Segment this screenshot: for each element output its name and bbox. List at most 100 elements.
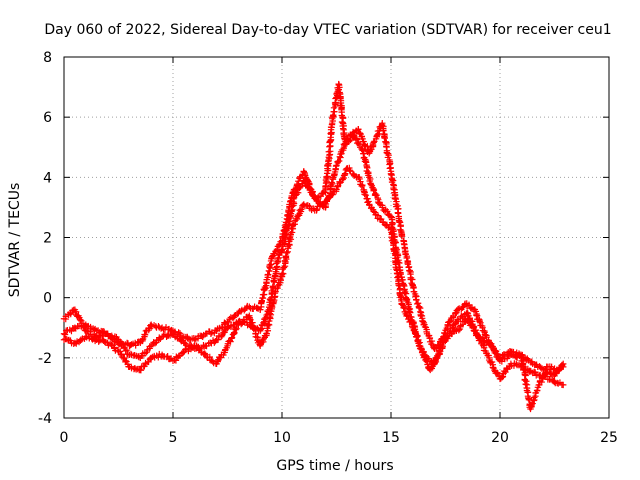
trail-mark [431, 359, 438, 367]
trail-mark [365, 198, 372, 205]
trail-mark [278, 247, 285, 254]
trail-mark [263, 279, 270, 286]
trail-mark [266, 261, 273, 269]
trail-mark [332, 162, 340, 170]
trail-mark [106, 340, 114, 347]
trail-mark [450, 328, 457, 335]
trail-mark [378, 215, 385, 223]
trail-mark [137, 367, 145, 374]
trail-mark [211, 329, 218, 337]
trail-mark [310, 205, 317, 212]
trail-mark [373, 191, 380, 199]
trail-mark [134, 365, 141, 373]
trail-mark [195, 343, 202, 351]
x-tick-label: 10 [273, 430, 291, 446]
trail-mark [452, 320, 459, 328]
trail-mark [328, 179, 335, 186]
trail-mark [465, 301, 473, 309]
x-tick-label: 15 [382, 430, 400, 446]
trail-mark [478, 322, 486, 330]
trail-mark [264, 308, 272, 315]
trail-mark [446, 318, 454, 325]
trail-mark [449, 314, 457, 321]
trail-mark [541, 370, 549, 377]
y-tick-label: -4 [38, 411, 52, 427]
trail-mark [367, 181, 375, 188]
trail-mark [408, 280, 415, 287]
trail-mark [378, 122, 386, 129]
trail-mark [262, 314, 269, 322]
trail-mark [69, 307, 76, 314]
series-track-1 [60, 80, 567, 380]
trail-mark [156, 334, 163, 341]
trail-mark [355, 126, 362, 133]
trail-mark [408, 323, 416, 330]
trail-mark [281, 257, 289, 264]
trail-mark [111, 344, 118, 351]
trail-mark [538, 365, 546, 372]
trail-mark [263, 311, 270, 319]
trail-mark [261, 283, 269, 291]
trail-mark [379, 202, 386, 209]
trail-mark [362, 192, 370, 199]
trail-mark [535, 381, 542, 389]
trail-mark [309, 192, 316, 199]
trail-mark [332, 188, 340, 195]
trail-mark [214, 336, 222, 343]
trail-mark [222, 326, 229, 333]
trail-mark [491, 349, 499, 357]
trail-mark [499, 374, 506, 381]
trail-mark [529, 400, 536, 407]
trail-mark [558, 381, 566, 389]
trail-mark [455, 326, 462, 334]
trail-mark [472, 330, 480, 338]
trail-mark [359, 147, 366, 154]
trail-mark [76, 316, 84, 324]
trail-mark [551, 365, 558, 372]
trail-mark [228, 334, 236, 341]
trail-mark [380, 127, 387, 134]
trail-mark [398, 233, 406, 240]
trail-mark [419, 318, 427, 325]
trail-mark [528, 401, 535, 408]
series-track-3 [60, 119, 567, 413]
trail-mark [394, 209, 402, 217]
trail-mark [237, 308, 245, 315]
trail-mark [339, 176, 346, 183]
x-tick-label: 5 [169, 430, 178, 446]
trail-mark [358, 182, 366, 190]
trail-mark [526, 367, 534, 374]
trail-mark [317, 198, 324, 206]
trail-mark [296, 207, 303, 214]
trail-mark [381, 134, 388, 141]
trail-mark [246, 315, 254, 323]
axis-ticks: 0 5 10 15 20 25 -4 -2 0 2 4 6 8 [38, 50, 618, 446]
trail-mark [516, 352, 523, 360]
trail-mark [520, 366, 528, 374]
trail-mark [283, 249, 290, 257]
trail-mark [483, 333, 490, 341]
trail-mark [122, 347, 129, 355]
y-tick-label: -2 [38, 351, 52, 367]
trail-mark [123, 358, 130, 365]
trail-mark [537, 364, 544, 371]
trail-mark [297, 206, 305, 213]
trail-mark [313, 206, 321, 213]
trail-mark [384, 208, 391, 215]
y-tick-label: 0 [43, 291, 52, 307]
trail-mark [223, 344, 230, 351]
trail-mark [200, 331, 207, 339]
trail-mark [178, 350, 186, 357]
trail-mark [290, 195, 297, 203]
trail-mark [280, 264, 287, 271]
trail-mark [273, 246, 281, 253]
trail-mark [387, 165, 394, 172]
trail-mark [522, 372, 529, 379]
trail-mark [265, 321, 272, 328]
trail-mark [476, 333, 483, 341]
y-tick-label: 6 [43, 110, 52, 126]
trail-mark [117, 350, 125, 358]
trail-mark [91, 326, 98, 334]
y-axis-label: SDTVAR / TECUs [7, 183, 23, 298]
